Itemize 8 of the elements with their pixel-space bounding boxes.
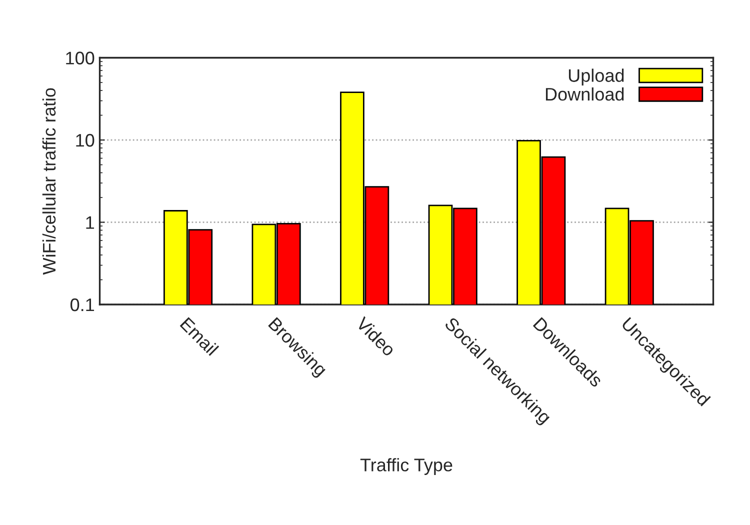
y-tick-label: 0.1 [70, 298, 94, 312]
legend-label: Download [546, 87, 624, 101]
x-axis-title: Traffic Type [360, 458, 452, 475]
y-tick-label: 1 [86, 216, 94, 229]
y-tick-label: 100 [66, 52, 94, 64]
legend-label: Upload [568, 68, 624, 86]
y-tick-label: 10 [76, 134, 94, 147]
y-axis-title: WiFi/cellular traffic ratio [42, 88, 56, 275]
